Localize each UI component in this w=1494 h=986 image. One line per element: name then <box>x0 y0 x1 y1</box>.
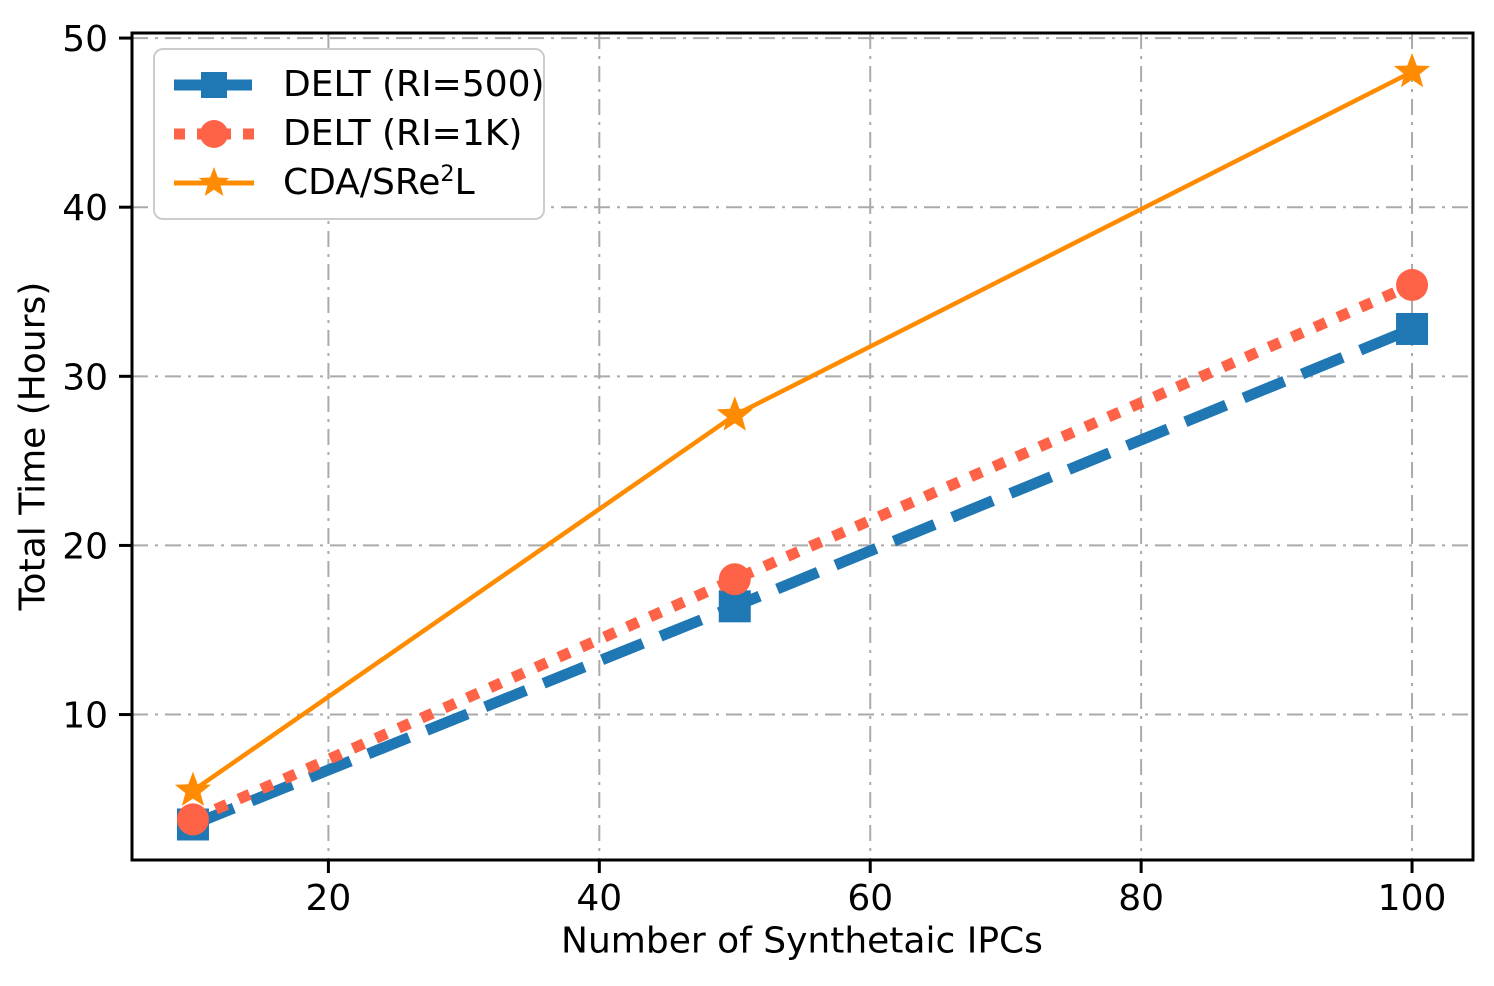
legend-swatch-solid-star <box>174 167 254 197</box>
legend-swatch-dashed-square <box>174 71 254 98</box>
legend-label-part: L <box>454 162 475 204</box>
data-point-marker <box>1396 312 1429 345</box>
plot-border <box>130 31 1475 862</box>
x-tick-label: 40 <box>576 878 622 919</box>
legend-item-delt-ri1k: DELT (RI=1K) <box>171 109 525 158</box>
x-tick-label: 20 <box>306 878 352 919</box>
legend-label-delt-ri500: DELT (RI=500) <box>283 63 545 105</box>
series-line-0 <box>190 323 1415 830</box>
y-tick-label: 20 <box>62 526 108 567</box>
y-axis-label: Total Time (Hours) <box>12 281 54 611</box>
data-point-marker <box>174 771 212 807</box>
legend-label-part: CDA/SRe <box>283 162 441 204</box>
data-point-marker <box>176 803 209 836</box>
x-tick-label: 60 <box>847 878 893 919</box>
series-line-1 <box>190 279 1415 825</box>
x-tick-label: 100 <box>1378 878 1447 919</box>
y-tick-label: 30 <box>62 357 108 398</box>
data-point-marker <box>1393 52 1431 88</box>
data-point-marker <box>718 563 751 596</box>
x-tick-label: 80 <box>1118 878 1164 919</box>
y-tick-label: 10 <box>62 696 108 737</box>
legend-label-cda-sre2l: CDA/SRe2L <box>283 162 475 204</box>
legend-swatch-dotted-circle <box>174 119 254 148</box>
legend-item-delt-ri500: DELT (RI=500) <box>171 60 545 109</box>
legend-label-delt-ri1k: DELT (RI=1K) <box>283 112 523 154</box>
legend-label-superscript: 2 <box>440 161 455 188</box>
y-tick-label: 40 <box>62 188 108 229</box>
legend: DELT (RI=500) DELT (RI=1K) CDA/SRe2L <box>153 48 545 220</box>
x-axis-label: Number of Synthetaic IPCs <box>561 920 1043 962</box>
y-tick-label: 50 <box>62 19 108 60</box>
data-point-marker <box>718 590 751 623</box>
data-point-marker <box>716 396 753 431</box>
legend-item-cda-sre2l: CDA/SRe2L <box>171 159 525 208</box>
data-point-marker <box>1396 268 1429 301</box>
